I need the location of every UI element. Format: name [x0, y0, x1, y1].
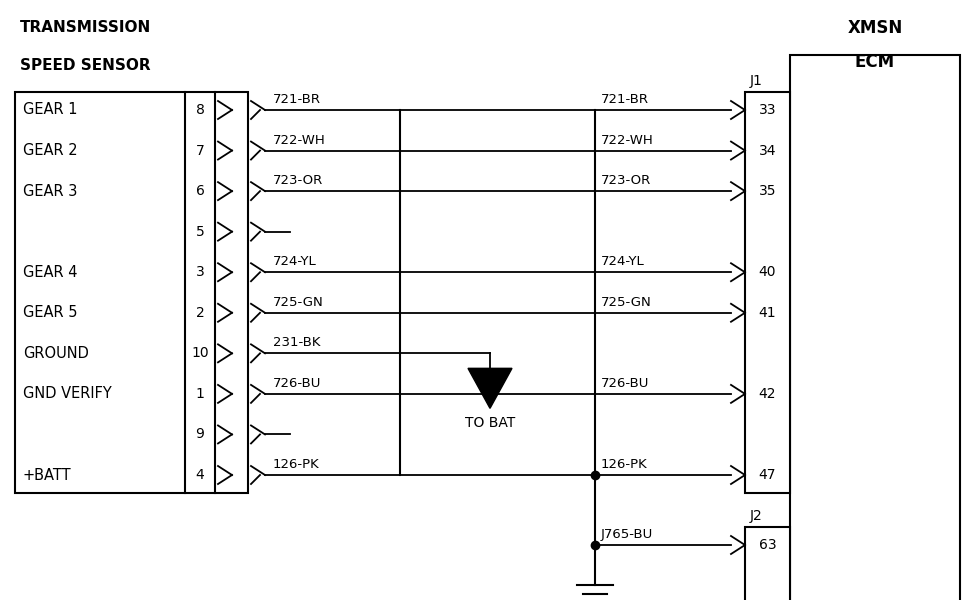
Text: 126-PK: 126-PK [273, 458, 320, 471]
Text: 33: 33 [759, 103, 776, 117]
Text: 34: 34 [759, 143, 776, 158]
Text: 9: 9 [196, 427, 205, 442]
Text: 8: 8 [196, 103, 205, 117]
Text: 724-YL: 724-YL [601, 255, 644, 268]
Text: +BATT: +BATT [23, 467, 71, 482]
Bar [790, 55, 960, 600]
Text: 126-PK: 126-PK [601, 458, 647, 471]
Text: 42: 42 [759, 387, 776, 401]
Text: 3: 3 [196, 265, 205, 279]
Text: SPEED SENSOR: SPEED SENSOR [20, 58, 150, 73]
Text: 723-OR: 723-OR [601, 174, 651, 187]
Text: 35: 35 [759, 184, 776, 198]
Text: 2: 2 [196, 306, 205, 320]
Text: 10: 10 [191, 346, 209, 361]
Text: 724-YL: 724-YL [273, 255, 317, 268]
Text: 1: 1 [196, 387, 205, 401]
Text: 40: 40 [759, 265, 776, 279]
Text: ECM: ECM [855, 53, 895, 71]
Text: GROUND: GROUND [23, 346, 89, 361]
Text: 231-BK: 231-BK [273, 337, 321, 349]
Text: 726-BU: 726-BU [601, 377, 649, 390]
Text: J1: J1 [750, 74, 762, 88]
Text: 726-BU: 726-BU [273, 377, 322, 390]
Text: 4: 4 [196, 468, 205, 482]
Text: 725-GN: 725-GN [601, 296, 651, 309]
Text: XMSN: XMSN [847, 19, 903, 37]
Text: 721-BR: 721-BR [601, 93, 649, 106]
Text: GND VERIFY: GND VERIFY [23, 386, 112, 401]
Text: TO BAT: TO BAT [465, 416, 515, 430]
Bar [745, 92, 790, 493]
Text: 722-WH: 722-WH [601, 134, 654, 146]
Text: J765-BU: J765-BU [601, 528, 653, 541]
Text: 6: 6 [196, 184, 205, 198]
Text: GEAR 3: GEAR 3 [23, 184, 77, 199]
Text: 63: 63 [759, 538, 776, 552]
Text: GEAR 4: GEAR 4 [23, 265, 77, 280]
Text: 5: 5 [196, 224, 205, 239]
Bar [745, 527, 790, 600]
Text: 7: 7 [196, 143, 205, 158]
Text: 725-GN: 725-GN [273, 296, 324, 309]
Text: 723-OR: 723-OR [273, 174, 324, 187]
Text: 41: 41 [759, 306, 776, 320]
Text: 47: 47 [759, 468, 776, 482]
Text: GEAR 1: GEAR 1 [23, 103, 77, 118]
Text: TRANSMISSION: TRANSMISSION [20, 20, 151, 35]
Text: 721-BR: 721-BR [273, 93, 321, 106]
Text: GEAR 5: GEAR 5 [23, 305, 77, 320]
Polygon shape [468, 368, 512, 409]
Text: J2: J2 [750, 509, 762, 523]
Text: 722-WH: 722-WH [273, 134, 326, 146]
Bar [15, 92, 248, 493]
Text: GEAR 2: GEAR 2 [23, 143, 78, 158]
